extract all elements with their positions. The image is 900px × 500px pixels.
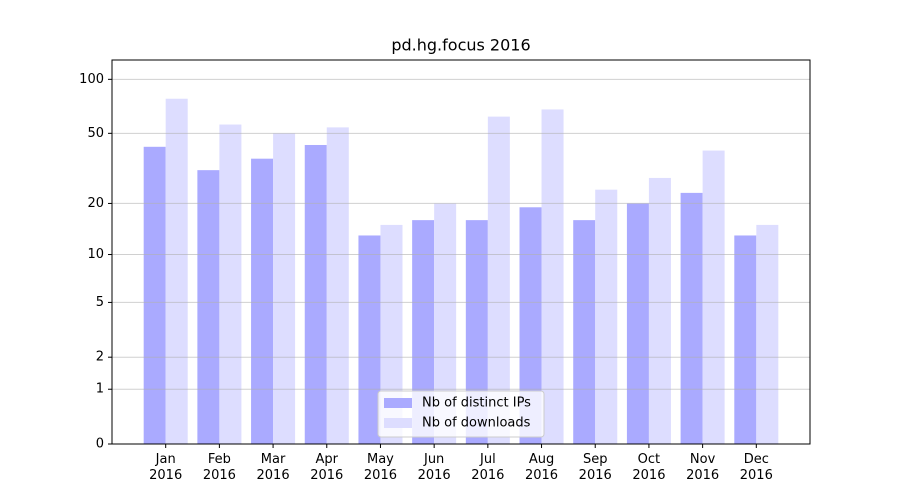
bar (412, 220, 435, 444)
x-tick-label: May 2016 (363, 452, 397, 483)
x-tick-label: Jun 2016 (417, 452, 451, 483)
x-tick-label: Aug 2016 (524, 452, 559, 483)
x-tick-label: Sep 2016 (578, 452, 612, 483)
bar (219, 124, 242, 444)
bar (541, 109, 564, 444)
bar (595, 189, 618, 444)
y-tick-label: 1 (96, 382, 104, 397)
bar (358, 235, 381, 444)
bar (197, 170, 220, 444)
x-tick-label: Oct 2016 (632, 452, 666, 483)
y-tick-label: 100 (79, 72, 104, 87)
chart-title: pd.hg.focus 2016 (391, 36, 530, 55)
bar (326, 127, 349, 445)
x-tick-label: Jan 2016 (149, 452, 183, 483)
bar (626, 203, 649, 444)
y-tick-label: 10 (87, 247, 104, 262)
x-tick-label: Mar 2016 (256, 452, 290, 483)
x-tick-label: Dec 2016 (739, 452, 773, 483)
bar (273, 133, 296, 444)
bar (251, 158, 274, 445)
bar (434, 203, 457, 444)
bar (680, 192, 703, 444)
bar (143, 146, 166, 444)
y-tick-label: 50 (87, 126, 104, 141)
x-tick-label: Jul 2016 (471, 452, 505, 483)
bar (702, 150, 725, 445)
bar (304, 144, 327, 444)
bar (165, 98, 188, 445)
legend-box (377, 390, 545, 438)
legend-swatch (384, 418, 412, 428)
y-tick-label: 20 (87, 196, 104, 211)
bar (465, 220, 488, 444)
x-tick-label: Feb 2016 (202, 452, 236, 483)
legend-swatch (384, 398, 412, 408)
y-tick-label: 2 (96, 350, 104, 365)
x-tick-label: Nov 2016 (686, 452, 720, 483)
legend-label: Nb of downloads (422, 416, 531, 431)
y-tick-label: 5 (96, 295, 104, 310)
legend-label: Nb of distinct IPs (422, 396, 531, 411)
x-tick-label: Apr 2016 (310, 452, 344, 483)
bar (487, 116, 510, 444)
y-tick-label: 0 (96, 437, 104, 452)
bar (648, 177, 671, 444)
plot-frame (111, 59, 811, 445)
bar (573, 220, 596, 444)
bar (734, 235, 757, 444)
bar (756, 224, 779, 444)
bar (519, 207, 542, 444)
